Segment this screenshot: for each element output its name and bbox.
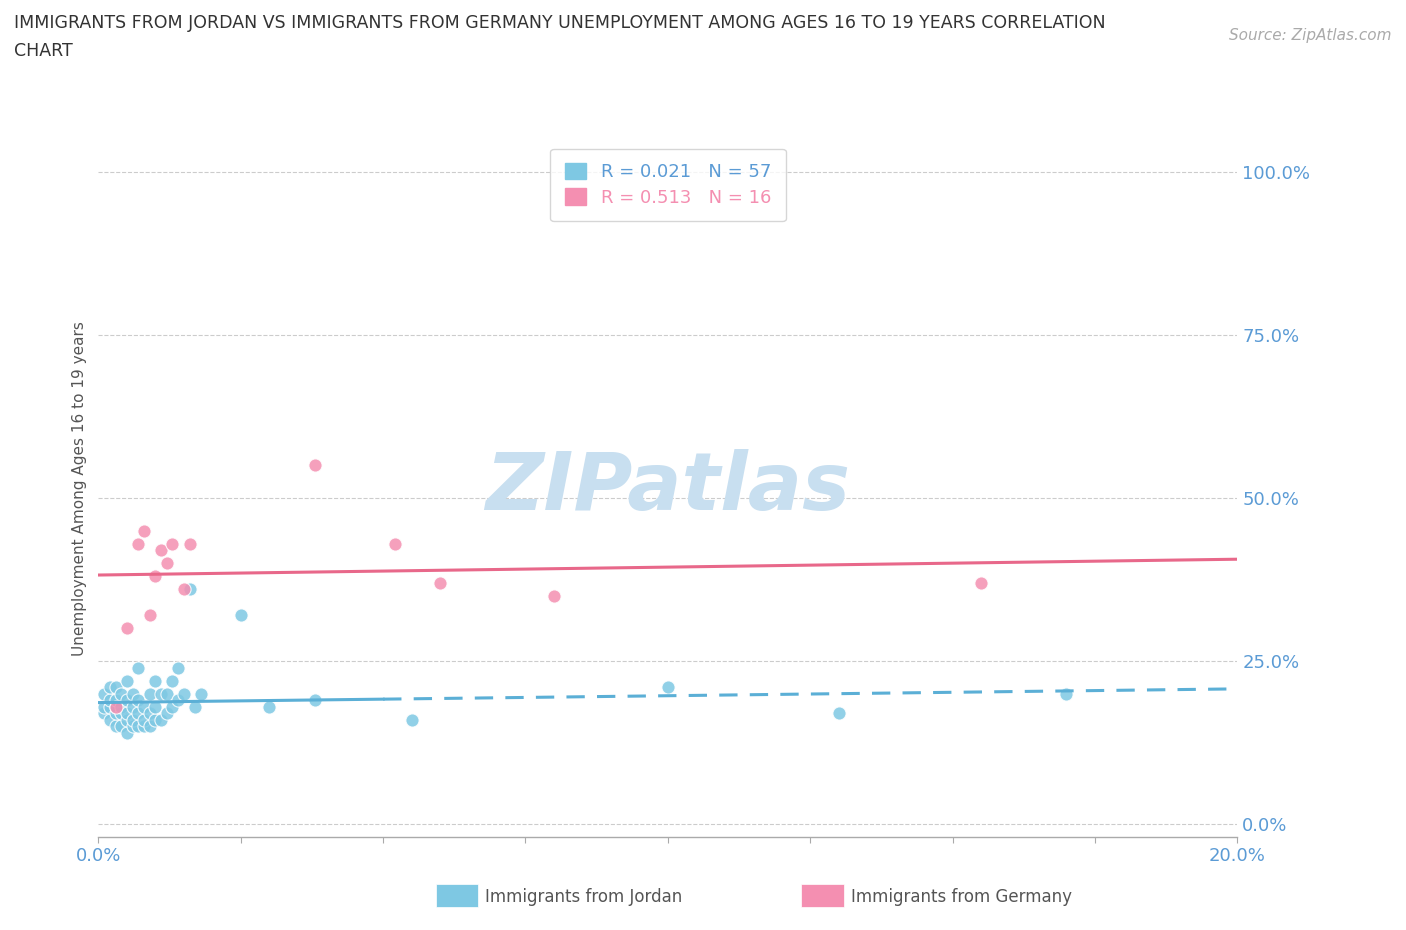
Point [145,712,167,727]
Point [104,699,127,714]
Point [98,693,121,708]
Point [115,673,138,688]
Point [145,569,167,584]
Point [543,589,565,604]
Point [138,706,160,721]
Point [304,693,326,708]
Point [121,712,143,727]
Point [132,712,155,727]
Point [93,686,115,701]
Point [121,686,143,701]
Point [132,719,155,734]
Point [93,699,115,714]
Point [104,719,127,734]
Text: IMMIGRANTS FROM JORDAN VS IMMIGRANTS FROM GERMANY UNEMPLOYMENT AMONG AGES 16 TO : IMMIGRANTS FROM JORDAN VS IMMIGRANTS FRO… [14,14,1105,32]
Point [156,556,179,571]
Point [184,699,207,714]
Point [115,712,138,727]
Point [828,706,851,721]
Text: CHART: CHART [14,42,73,60]
Point [132,524,155,538]
Point [132,699,155,714]
Point [98,699,121,714]
Point [1056,686,1078,701]
Point [110,719,132,734]
Point [98,712,121,727]
Y-axis label: Unemployment Among Ages 16 to 19 years: Unemployment Among Ages 16 to 19 years [72,321,87,656]
Point [179,537,201,551]
Point [162,699,184,714]
Point [150,686,173,701]
Point [138,719,160,734]
Point [110,699,132,714]
Point [138,686,160,701]
Point [127,706,149,721]
Point [179,582,201,597]
Point [138,608,160,623]
Point [110,706,132,721]
Point [115,706,138,721]
Point [93,706,115,721]
Point [145,699,167,714]
Point [115,693,138,708]
Point [127,719,149,734]
Text: Source: ZipAtlas.com: Source: ZipAtlas.com [1229,28,1392,43]
Point [121,719,143,734]
Point [167,693,190,708]
Text: Immigrants from Jordan: Immigrants from Jordan [485,888,682,907]
Point [104,706,127,721]
Point [173,582,195,597]
Text: ZIPatlas: ZIPatlas [485,449,851,527]
Point [115,725,138,740]
Text: Immigrants from Germany: Immigrants from Germany [851,888,1071,907]
Point [150,712,173,727]
Point [127,660,149,675]
Point [104,699,127,714]
Point [156,686,179,701]
Point [104,693,127,708]
Point [145,673,167,688]
Point [121,699,143,714]
Point [229,608,252,623]
Legend: R = 0.021   N = 57, R = 0.513   N = 16: R = 0.021 N = 57, R = 0.513 N = 16 [550,149,786,221]
Point [190,686,212,701]
Point [167,660,190,675]
Point [429,576,451,591]
Point [970,576,993,591]
Point [115,621,138,636]
Point [384,537,406,551]
Point [304,458,326,472]
Point [127,537,149,551]
Point [173,686,195,701]
Point [156,706,179,721]
Point [98,680,121,695]
Point [127,693,149,708]
Point [657,680,679,695]
Point [162,673,184,688]
Point [259,699,281,714]
Point [162,537,184,551]
Point [150,543,173,558]
Point [104,680,127,695]
Point [110,686,132,701]
Point [401,712,423,727]
